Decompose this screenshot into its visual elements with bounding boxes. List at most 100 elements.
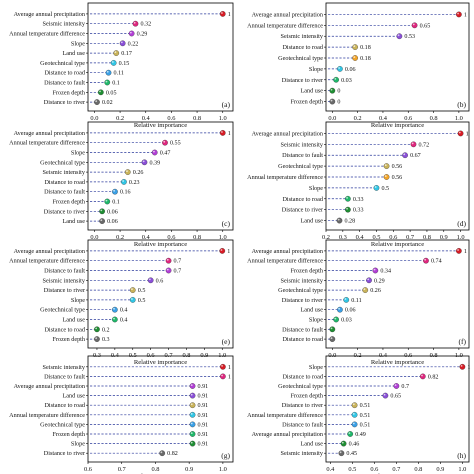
data-point	[99, 208, 105, 215]
value-label: 0.55	[170, 141, 181, 147]
x-tick-label: 0.4	[142, 234, 151, 241]
data-point-highlight	[341, 441, 344, 444]
category-label: Distance to fault	[282, 152, 323, 159]
panel-label: (e)	[222, 337, 231, 346]
panel-label: (g)	[221, 451, 230, 460]
x-tick-label: 0.2	[354, 115, 362, 122]
data-point	[352, 55, 358, 61]
data-point	[129, 287, 136, 293]
data-point	[372, 267, 379, 274]
x-tick-label: 1.0	[457, 234, 465, 241]
data-point-highlight	[95, 100, 98, 103]
x-axis-label: Relative importance	[371, 359, 424, 366]
data-point	[189, 383, 196, 389]
data-point	[393, 383, 400, 389]
category-label: Seismic intensity	[43, 169, 86, 176]
category-label: Annual temperature difference	[247, 174, 323, 181]
data-point	[411, 22, 418, 29]
data-point	[336, 217, 343, 224]
x-tick-label: 0.7	[118, 466, 127, 473]
data-point	[220, 373, 226, 380]
data-point-highlight	[344, 298, 347, 300]
x-tick-label: 0.5	[348, 466, 356, 473]
x-tick-label: 1.0	[455, 352, 463, 359]
x-tick-label: 0.4	[356, 234, 365, 241]
value-label: 0.6	[156, 278, 164, 284]
category-label: Geotechnical type	[40, 307, 85, 314]
category-label: Average annual precipitation	[14, 11, 85, 18]
category-label: Distance to road	[44, 326, 85, 333]
data-point	[141, 159, 148, 166]
data-point	[189, 440, 196, 447]
category-label: Seismic intensity	[281, 33, 324, 40]
data-point	[112, 316, 118, 323]
value-label: 0.7	[174, 259, 182, 265]
category-label: Distance to road	[282, 196, 323, 203]
value-label: 0.65	[420, 23, 431, 29]
data-point-highlight	[383, 393, 386, 396]
value-label: 0.06	[107, 219, 118, 225]
x-tick-label: 0.0	[90, 115, 98, 122]
category-label: Seismic intensity	[43, 21, 86, 28]
data-point-highlight	[352, 422, 355, 425]
data-point-highlight	[397, 34, 400, 37]
x-tick-label: 1.0	[219, 234, 227, 241]
value-label: 0.16	[120, 190, 131, 196]
category-label: Distance to fault	[44, 373, 85, 380]
value-label: 0	[337, 89, 340, 95]
data-point	[352, 44, 358, 50]
data-point	[382, 392, 389, 399]
value-label: 0.29	[137, 32, 148, 38]
data-point	[121, 179, 127, 185]
value-label: 0.91	[198, 442, 209, 448]
value-label: 0.46	[349, 442, 360, 448]
category-label: Distance to river	[282, 402, 323, 409]
data-point-highlight	[363, 288, 366, 291]
x-tick-label: 0.2	[116, 234, 124, 241]
category-label: Geotechnical type	[40, 159, 85, 166]
value-label: 0.53	[404, 34, 415, 40]
data-point-highlight	[163, 140, 166, 143]
data-point-highlight	[114, 51, 117, 54]
category-label: Geotechnical type	[278, 163, 323, 170]
data-point	[337, 66, 343, 72]
panel-label: (d)	[457, 219, 466, 228]
data-point-highlight	[460, 365, 463, 367]
data-point	[351, 421, 358, 428]
category-label: Slope	[309, 66, 323, 73]
data-point-highlight	[412, 23, 415, 26]
value-label: 0.5	[138, 298, 146, 304]
value-label: 0.91	[198, 394, 209, 400]
x-tick-label: 1.0	[218, 352, 226, 359]
value-label: 0.1	[112, 200, 120, 206]
data-point	[189, 402, 196, 409]
data-point-highlight	[120, 41, 123, 44]
data-point-highlight	[330, 337, 333, 340]
data-point-highlight	[190, 422, 193, 425]
data-point-highlight	[95, 337, 98, 340]
category-label: Distance to fault	[44, 268, 85, 275]
data-point	[351, 411, 358, 418]
data-point-highlight	[113, 307, 115, 310]
data-point	[333, 316, 339, 323]
data-point	[456, 248, 462, 254]
x-tick-label: 0.8	[193, 234, 201, 241]
data-point-highlight	[374, 186, 377, 188]
value-label: 1	[228, 374, 231, 380]
value-label: 1	[464, 249, 467, 255]
value-label: 0.91	[198, 422, 209, 428]
data-point	[329, 98, 336, 105]
data-point	[456, 11, 462, 18]
data-point-highlight	[330, 99, 333, 102]
category-label: Land use	[300, 218, 323, 225]
chart-panel-7: Seismic intensity 1 Distance to fault 1 Aver…	[9, 355, 234, 474]
value-label: 0.3	[102, 337, 110, 343]
data-point-highlight	[330, 88, 333, 91]
value-label: 0.17	[121, 51, 132, 57]
data-point-highlight	[131, 288, 133, 291]
category-label: Land use	[300, 88, 323, 95]
data-point	[402, 152, 408, 159]
x-axis-label: Relative importance	[371, 122, 424, 129]
value-label: 0.33	[353, 197, 364, 203]
data-point-highlight	[346, 196, 348, 199]
